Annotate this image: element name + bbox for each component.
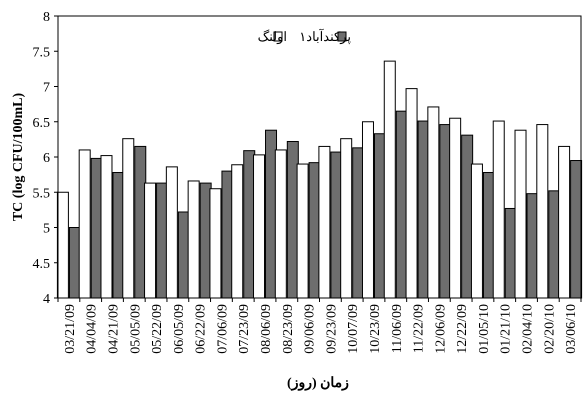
x-tick-label: 04/21/09 <box>106 304 121 354</box>
bar-series1-09-06-09 <box>296 163 309 299</box>
x-tick-label: 01/05/10 <box>477 304 492 354</box>
bar-series1-10-07-09 <box>340 138 353 299</box>
x-tick-label: 09/23/09 <box>324 304 339 354</box>
x-tick-label: 06/22/09 <box>194 304 209 354</box>
bar-series1-11-22-09 <box>405 88 418 299</box>
bar-series1-04-04-09 <box>78 149 91 299</box>
x-tick-label: 03/21/09 <box>63 304 78 354</box>
bar-series1-10-23-09 <box>361 121 374 299</box>
x-tick-label: 02/20/10 <box>542 304 557 354</box>
bar-series1-12-22-09 <box>449 117 462 299</box>
bar-series1-12-06-09 <box>427 106 440 299</box>
bar-series1-05-22-09 <box>144 182 157 299</box>
bars-layer <box>56 60 583 299</box>
x-tick-label: 05/22/09 <box>150 304 165 354</box>
x-tick-label: 04/04/09 <box>85 304 100 354</box>
y-tick-label: 8 <box>43 10 50 25</box>
bar-series1-06-22-09 <box>187 180 200 299</box>
x-tick-label: 05/05/09 <box>128 304 143 354</box>
legend: اولنگ پرکندآباد۱ <box>258 28 352 45</box>
legend-swatch-parkandabad <box>337 31 347 42</box>
x-axis-ticks: 03/21/09 04/04/09 04/21/09 05/05/09 05/22/09… <box>57 298 582 354</box>
bar-series1-02-20-10 <box>536 124 549 299</box>
bar-series1-03-06-10 <box>558 145 571 299</box>
y-tick-label: 6 <box>43 151 50 166</box>
y-tick-label: 7 <box>43 81 50 96</box>
x-tick-label: 12/22/09 <box>455 304 470 354</box>
y-axis-ticks: 4 4.5 5 5.5 6 6.5 7 7.5 8 <box>33 10 58 307</box>
bar-series1-08-06-09 <box>253 154 266 299</box>
y-tick-label: 4.5 <box>33 257 51 272</box>
x-tick-label: 11/06/09 <box>390 304 405 353</box>
x-tick-label: 11/22/09 <box>412 304 427 353</box>
legend-label-olang: اولنگ <box>258 29 287 45</box>
bar-series1-07-23-09 <box>231 164 244 299</box>
x-tick-label: 08/23/09 <box>281 304 296 354</box>
bar-series1-06-05-09 <box>165 166 178 299</box>
y-tick-label: 7.5 <box>33 45 51 60</box>
bar-series1-02-04-10 <box>514 129 527 299</box>
bar-series1-07-06-09 <box>209 188 222 299</box>
bar-series2-03-06-10 <box>570 160 583 299</box>
bar-series1-04-21-09 <box>100 155 113 299</box>
x-tick-label: 07/23/09 <box>237 304 252 354</box>
y-tick-label: 5 <box>43 222 50 237</box>
x-tick-label: 02/04/10 <box>521 304 536 354</box>
x-tick-label: 07/06/09 <box>215 304 230 354</box>
x-tick-label: 03/06/10 <box>564 304 579 354</box>
legend-label-parkandabad: پرکندآباد۱ <box>299 28 351 45</box>
bar-series1-01-21-10 <box>492 120 505 299</box>
bar-series1-08-23-09 <box>274 149 287 299</box>
x-tick-label: 09/06/09 <box>303 304 318 354</box>
x-tick-label: 06/05/09 <box>172 304 187 354</box>
y-tick-label: 4 <box>43 292 50 307</box>
y-tick-label: 6.5 <box>33 116 51 131</box>
x-tick-label: 10/23/09 <box>368 304 383 354</box>
x-tick-label: 01/21/10 <box>499 304 514 354</box>
bar-series1-05-05-09 <box>122 138 135 299</box>
bar-series1-11-06-09 <box>383 60 396 299</box>
bar-series1-03-21-09 <box>56 191 69 299</box>
y-tick-label: 5.5 <box>33 186 51 201</box>
x-axis-title: زمان (روز) <box>287 376 349 391</box>
legend-swatch-olang <box>273 31 283 42</box>
x-tick-label: 12/06/09 <box>433 304 448 354</box>
x-tick-label: 10/07/09 <box>346 304 361 354</box>
y-axis-title: TC (log CFU/100mL) <box>11 93 26 222</box>
x-tick-label: 08/06/09 <box>259 304 274 354</box>
bar-series1-01-05-10 <box>470 163 483 299</box>
bar-series1-09-23-09 <box>318 145 331 299</box>
